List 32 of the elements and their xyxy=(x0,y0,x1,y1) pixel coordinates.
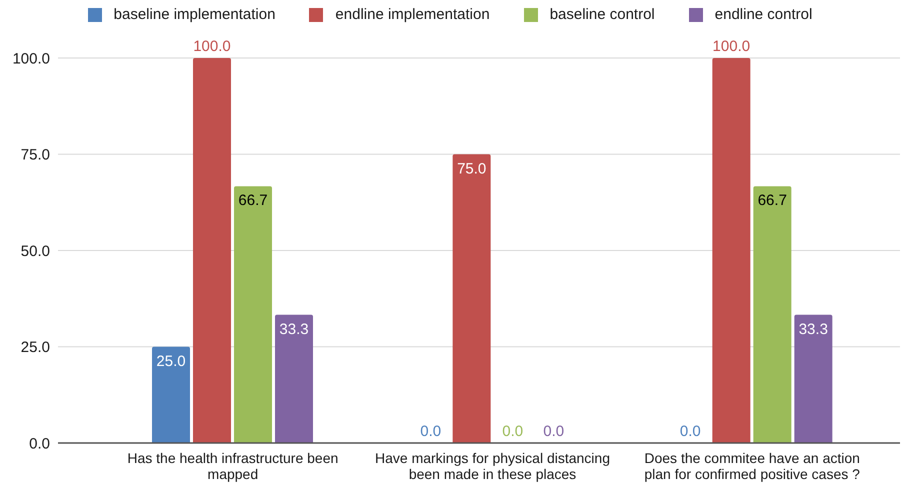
data-label: 25.0 xyxy=(156,352,186,370)
data-label: 33.3 xyxy=(798,320,828,338)
bar xyxy=(452,154,491,443)
legend-label: endline implementation xyxy=(335,5,490,25)
data-label: 100.0 xyxy=(712,38,750,55)
y-tick-label: 100.0 xyxy=(12,50,50,68)
data-label: 33.3 xyxy=(279,320,309,338)
data-label: 66.7 xyxy=(238,192,268,210)
y-tick-label: 75.0 xyxy=(20,146,50,164)
bar xyxy=(794,314,832,443)
bar xyxy=(753,186,792,443)
data-label: 100.0 xyxy=(193,38,231,55)
data-label: 0.0 xyxy=(420,423,442,440)
data-label: 66.7 xyxy=(758,192,787,210)
bar xyxy=(152,346,190,443)
legend-label: baseline implementation xyxy=(114,5,276,25)
data-label: 0.0 xyxy=(680,423,701,440)
y-tick-label: 50.0 xyxy=(20,242,50,260)
x-tick-label: Has the health infrastructure been mapped xyxy=(127,450,338,482)
data-label: 75.0 xyxy=(457,160,486,178)
x-tick-label: Does the commitee have an action plan for confirmed positive cases ? xyxy=(644,450,860,482)
legend-label: baseline control xyxy=(550,5,655,25)
y-tick-label: 0.0 xyxy=(29,435,50,452)
bar xyxy=(193,58,231,443)
bar xyxy=(712,58,750,443)
data-label: 0.0 xyxy=(543,423,564,440)
y-tick-label: 25.0 xyxy=(20,339,50,356)
bar xyxy=(234,186,272,443)
data-label: 0.0 xyxy=(502,423,524,440)
bar xyxy=(275,314,313,443)
x-tick-label: Have markings for physical distancing been made in these places xyxy=(375,450,610,482)
legend-label: endline control xyxy=(714,5,812,25)
